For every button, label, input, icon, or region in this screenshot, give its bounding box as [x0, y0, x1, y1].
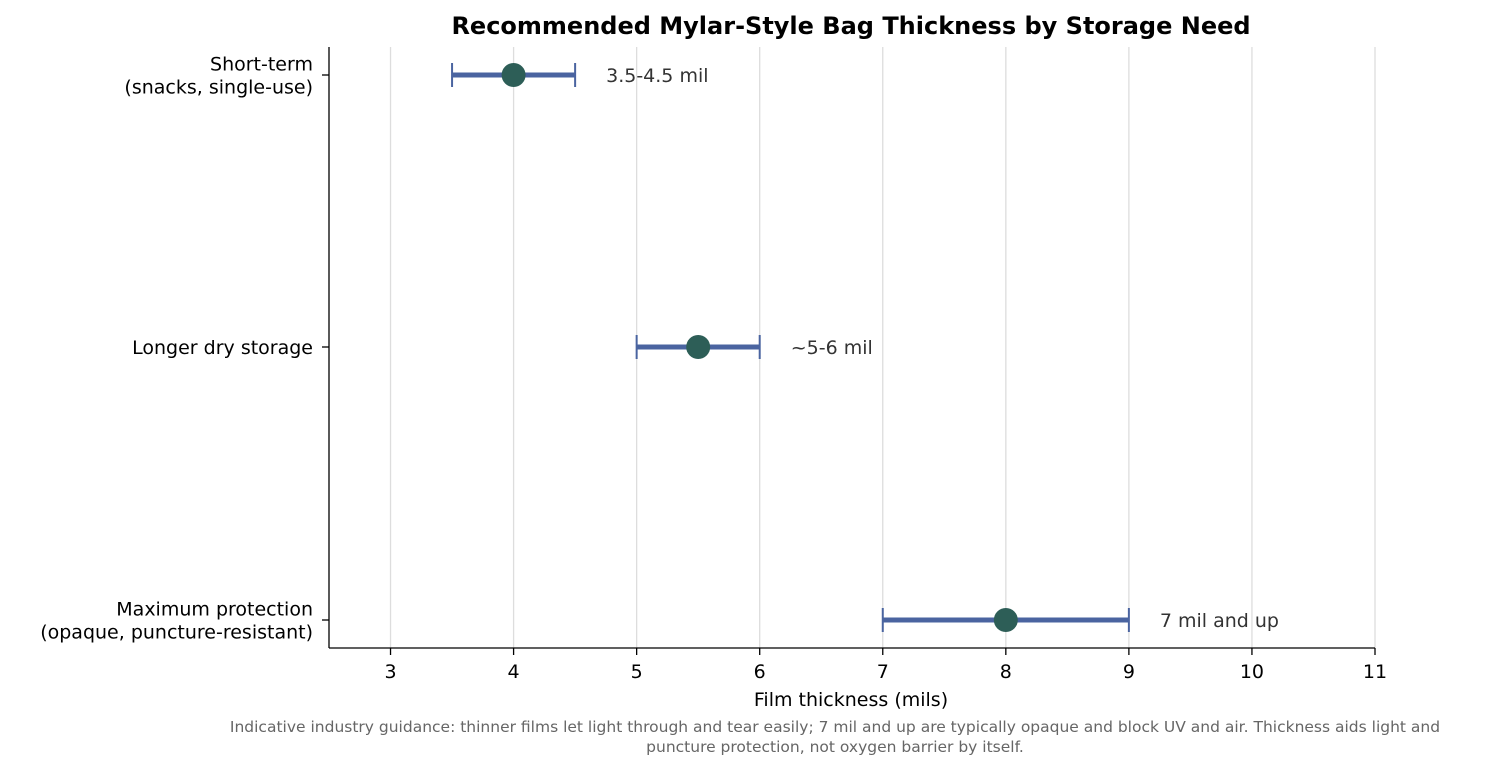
x-tick-label: 6 — [754, 661, 766, 683]
x-tick-label: 4 — [508, 661, 520, 683]
footnote-line-1: Indicative industry guidance: thinner fi… — [230, 718, 1440, 736]
range-data-label: 3.5-4.5 mil — [606, 65, 708, 87]
midpoint-marker — [501, 63, 526, 87]
midpoint-marker — [686, 335, 711, 359]
range-data-label: ~5-6 mil — [791, 337, 873, 359]
x-tick-label: 5 — [631, 661, 643, 683]
y-tick-label: Short-term — [210, 54, 313, 76]
x-axis-ticks: 3 4 5 6 7 8 9 10 11 — [384, 648, 1387, 683]
x-tick-label: 10 — [1240, 661, 1264, 683]
x-tick-label: 8 — [1000, 661, 1012, 683]
footnote-line-2: puncture protection, not oxygen barrier … — [646, 738, 1024, 756]
y-tick-label: Longer dry storage — [132, 337, 313, 359]
x-tick-label: 7 — [877, 661, 889, 683]
y-tick-label: (opaque, puncture-resistant) — [40, 622, 313, 644]
x-tick-label: 11 — [1363, 661, 1387, 683]
midpoint-marker — [993, 608, 1018, 632]
y-axis-ticks: Short-term(snacks, single-use) Longer dry… — [40, 54, 329, 644]
x-axis-label: Film thickness (mils) — [754, 689, 948, 711]
range-data-label: 7 mil and up — [1160, 610, 1279, 632]
grid-lines — [389, 47, 1376, 648]
x-tick-label: 3 — [384, 661, 396, 683]
y-tick-label: (snacks, single-use) — [124, 77, 313, 99]
chart-title: Recommended Mylar-Style Bag Thickness by… — [451, 12, 1250, 40]
x-tick-label: 9 — [1123, 661, 1135, 683]
range-marks: 3.5-4.5 mil ~5-6 mil 7 mil and up — [451, 63, 1279, 632]
y-tick-label: Maximum protection — [116, 599, 313, 621]
